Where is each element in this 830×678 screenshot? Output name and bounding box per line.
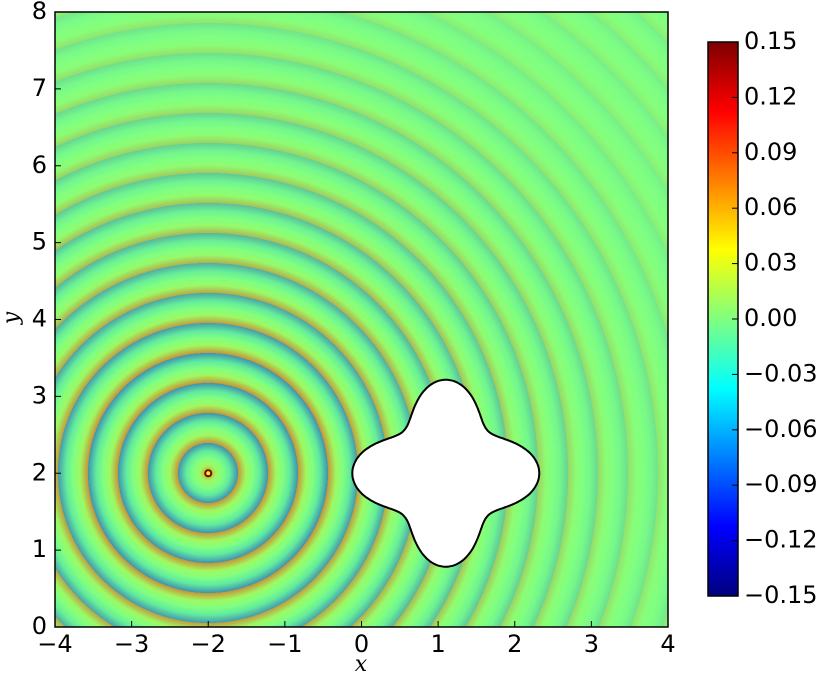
x-tick-label: 2	[507, 630, 522, 658]
colorbar-tick-label: 0.09	[744, 138, 797, 166]
x-tick-label: 1	[430, 630, 445, 658]
colorbar	[707, 41, 739, 597]
plot-frame	[54, 11, 669, 628]
x-axis-label: x	[355, 652, 368, 677]
x-tick-label: −2	[191, 630, 226, 658]
x-tick-label: 0	[354, 630, 369, 658]
colorbar-tick-label: −0.03	[744, 359, 818, 387]
y-tick-label: 3	[32, 381, 47, 409]
y-tick-label: 4	[32, 305, 47, 333]
y-axis-label: y	[0, 311, 24, 325]
x-tick-label: 3	[584, 630, 599, 658]
y-tick-label: 5	[32, 228, 47, 256]
colorbar-tick-label: −0.15	[744, 581, 818, 609]
colorbar-tick-label: −0.12	[744, 526, 818, 554]
y-tick-label: 6	[32, 151, 47, 179]
obstacle	[351, 378, 541, 568]
y-tick-label: 0	[32, 612, 47, 640]
colorbar-tick-label: 0.00	[744, 304, 797, 332]
colorbar-tick-label: −0.09	[744, 470, 818, 498]
x-tick-label: −1	[267, 630, 302, 658]
colorbar-tick-label: 0.12	[744, 82, 797, 110]
x-tick-label: 4	[660, 630, 675, 658]
colorbar-tick-label: 0.06	[744, 193, 797, 221]
x-tick-label: −4	[37, 630, 72, 658]
colorbar-tick-label: −0.06	[744, 415, 818, 443]
y-tick-label: 1	[32, 535, 47, 563]
colorbar-tick-label: 0.03	[744, 249, 797, 277]
field-image	[55, 12, 668, 627]
x-tick-label: −3	[114, 630, 149, 658]
source-point	[204, 469, 213, 478]
y-tick-label: 8	[32, 0, 47, 25]
y-tick-label: 2	[32, 458, 47, 486]
colorbar-tick-label: 0.15	[744, 27, 797, 55]
y-tick-label: 7	[32, 74, 47, 102]
